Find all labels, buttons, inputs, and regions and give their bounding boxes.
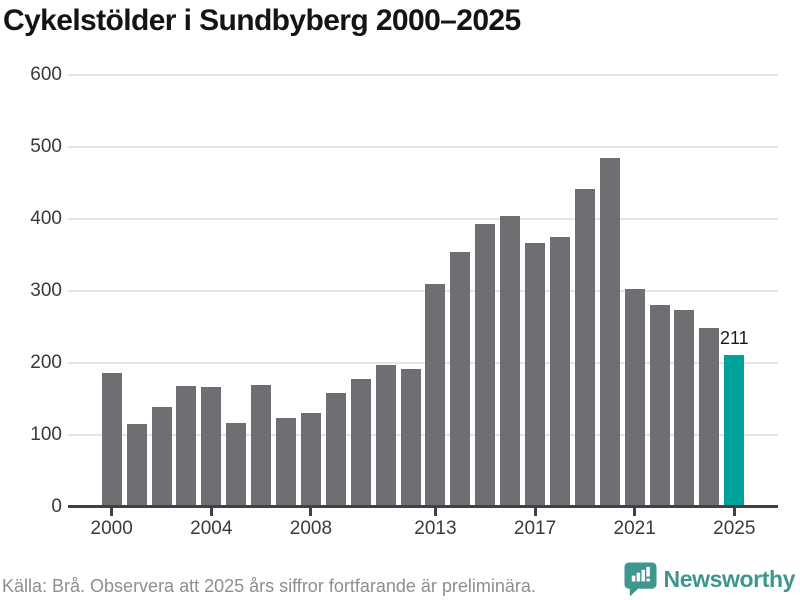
bar-2016 [500,216,521,507]
x-axis-label-2025: 2025 [713,518,756,539]
bar-2020 [599,157,620,507]
y-axis-label-600: 600 [30,64,62,85]
x-axis-tick-2025 [732,508,736,516]
gridline-100 [68,434,778,436]
gridline-600 [68,74,778,76]
gridline-500 [68,146,778,148]
bar-2023 [674,309,695,507]
bar-2003 [176,386,197,507]
bar-2010 [350,378,371,507]
x-axis-tick-2000 [110,508,114,516]
y-axis-label-400: 400 [30,208,62,229]
y-axis-label-300: 300 [30,280,62,301]
x-axis-tick-2004 [209,508,213,516]
bar-2007 [276,417,297,507]
x-axis-label-2004: 2004 [190,518,233,539]
bar-2024 [699,327,720,507]
chart-title: Cykelstölder i Sundbyberg 2000–2025 [3,4,521,37]
x-axis-tick-2021 [633,508,637,516]
source-note: Källa: Brå. Observera att 2025 års siffr… [2,576,536,596]
x-axis-label-2000: 2000 [90,518,133,539]
x-axis-tick-2017 [533,508,537,516]
x-axis-label-2013: 2013 [414,518,457,539]
newsworthy-wordmark: Newsworthy [663,565,796,592]
value-label-2025: 211 [719,328,749,349]
newsworthy-logo[interactable]: Newsworthy [624,561,795,597]
x-axis-line [68,505,778,508]
bar-2005 [226,423,247,507]
bar-2022 [649,304,670,507]
bar-2000 [101,373,122,507]
bar-2018 [549,237,570,507]
bar-2025 [724,355,745,507]
gridline-200 [68,362,778,364]
gridline-400 [68,218,778,220]
bar-2015 [475,224,496,507]
x-axis-label-2021: 2021 [613,518,656,539]
y-axis-label-100: 100 [30,424,62,445]
bar-2001 [126,424,147,507]
bar-2021 [624,288,645,507]
bar-2012 [400,368,421,507]
bar-2013 [425,283,446,507]
bar-2002 [151,406,172,507]
bar-2009 [325,392,346,507]
y-axis-label-0: 0 [51,496,62,517]
x-axis-label-2017: 2017 [513,518,557,539]
bar-2014 [450,252,471,507]
bar-2006 [251,384,272,507]
bar-2004 [201,387,222,507]
x-axis-tick-2008 [309,508,313,516]
bar-2011 [375,365,396,507]
bar-2019 [574,188,595,507]
y-axis-label-200: 200 [30,352,62,373]
x-axis-label-2008: 2008 [289,518,333,539]
bar-2008 [300,412,321,507]
y-axis-label-500: 500 [30,136,62,157]
x-axis-tick-2013 [433,508,437,516]
gridline-300 [68,290,778,292]
newsworthy-speech-bubble-bar-chart-icon [624,561,657,597]
bar-2017 [525,243,546,507]
